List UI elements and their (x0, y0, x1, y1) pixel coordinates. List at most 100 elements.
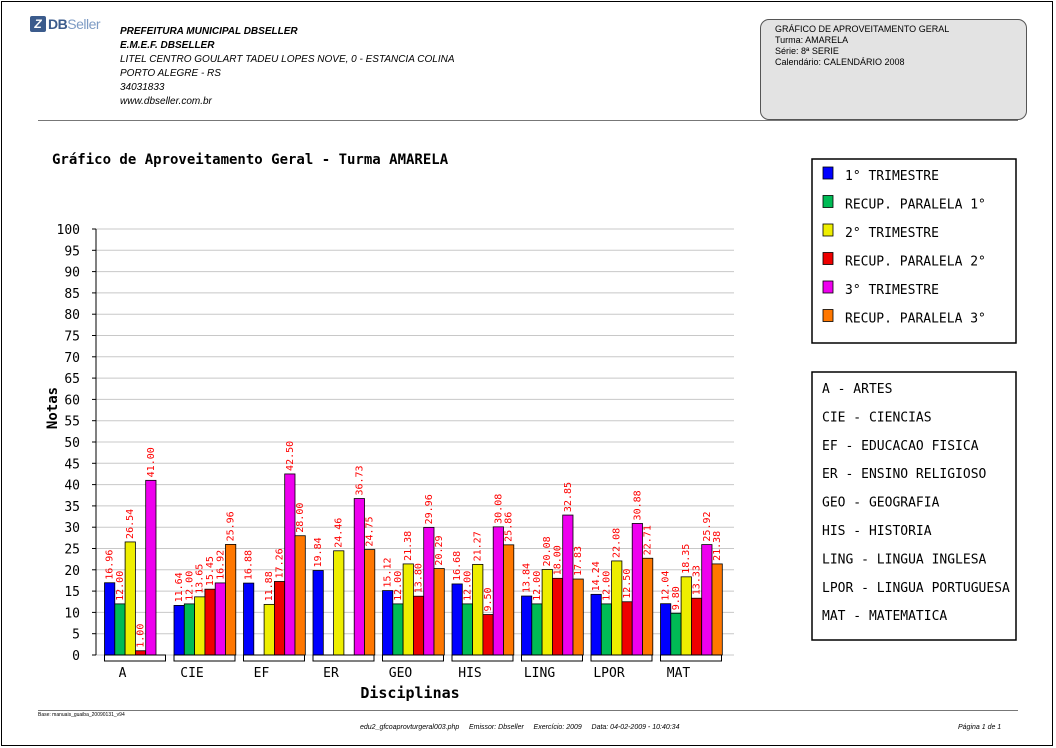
bar-value-label: 21.38 (712, 531, 723, 561)
legend-swatch (822, 195, 834, 208)
y-tick-label: 55 (64, 415, 80, 430)
bar (472, 563, 484, 656)
y-tick-label: 40 (64, 479, 80, 494)
x-axis-label: Disciplinas (360, 684, 459, 702)
bar (572, 578, 584, 656)
y-tick-label: 100 (57, 223, 80, 238)
bar-value-label: 21.27 (473, 531, 484, 561)
category-box (521, 654, 583, 662)
bar-value-label: 9.80 (671, 586, 682, 610)
bar-value-label: 18.35 (681, 544, 692, 574)
bar-value-label: 15.45 (205, 556, 216, 586)
subject-legend-box (811, 371, 1017, 641)
category-box (590, 654, 653, 662)
legend-series-name: RECUP. PARALELA 2° (845, 255, 986, 270)
bar (312, 570, 324, 656)
bar (492, 526, 504, 656)
y-tick-label: 75 (64, 330, 80, 345)
y-tick-label: 65 (64, 372, 80, 387)
bar (621, 601, 633, 656)
legend-swatch (822, 309, 834, 322)
subject-legend: A - ARTES CIE - CIENCIAS EF - EDUCACAO FIS… (811, 371, 1017, 641)
bar-value-label: 11.88 (264, 571, 275, 601)
bar (433, 568, 445, 656)
bar (590, 593, 602, 656)
bar-value-label: 13.65 (195, 564, 206, 594)
bar-value-label: 9.50 (483, 587, 494, 611)
bar (503, 544, 515, 656)
y-tick-label: 15 (64, 585, 80, 600)
y-axis-label: Notas (45, 387, 61, 429)
bar-value-label: 32.85 (563, 482, 574, 512)
header-escola: E.M.E.F. DBSELLER (120, 40, 215, 51)
bar (124, 541, 136, 656)
subject-legend-item: ER - ENSINO RELIGIOSO (822, 467, 987, 482)
bar (541, 569, 553, 656)
subject-legend-item: GEO - GEOGRAFIA (822, 496, 940, 511)
info-turma: Turma: AMARELA (775, 35, 849, 45)
x-tick-label: LING (524, 666, 555, 681)
bar (660, 603, 672, 656)
bar-value-label: 12.00 (393, 571, 404, 601)
logo-mark-icon: Z (30, 16, 46, 32)
info-calendario: Calendário: CALENDÁRIO 2008 (775, 57, 905, 67)
category-box (451, 654, 514, 662)
bar (104, 582, 116, 656)
bar-value-label: 16.92 (215, 550, 226, 580)
bar-value-label: 13.80 (414, 563, 425, 593)
series-legend-box (811, 158, 1017, 344)
bar-value-label: 12.00 (532, 571, 543, 601)
category-box (312, 654, 375, 662)
company-logo: Z DBSeller (30, 14, 101, 34)
info-title: GRÁFICO DE APROVEITAMENTO GERAL (775, 24, 950, 34)
x-tick-label: GEO (389, 666, 413, 681)
x-tick-label: EF (254, 666, 270, 681)
subject-legend-item: HIS - HISTORIA (822, 524, 932, 539)
bar-value-label: 22.08 (612, 528, 623, 558)
bar (333, 550, 345, 656)
legend-swatch (822, 166, 834, 180)
bar (631, 523, 643, 656)
y-tick-label: 35 (64, 500, 80, 515)
bar (284, 473, 296, 656)
bar-value-label: 12.00 (115, 571, 126, 601)
bar (423, 526, 435, 656)
category-box (173, 654, 236, 662)
bar-value-label: 42.50 (285, 441, 296, 471)
bar-value-label: 16.88 (244, 550, 255, 580)
y-tick-label: 90 (64, 266, 80, 281)
y-tick-label: 45 (64, 457, 80, 472)
bar-value-label: 1.00 (136, 624, 147, 648)
x-tick-label: CIE (180, 666, 203, 681)
header-city: PORTO ALEGRE - RS (120, 68, 221, 79)
bar (382, 590, 394, 656)
bar-value-label: 24.75 (365, 516, 376, 546)
y-tick-label: 80 (64, 308, 80, 323)
footer-page: Página 1 de 1 (958, 724, 1002, 731)
info-serie: Série: 8ª SERIE (775, 46, 839, 56)
bar-value-label: 25.86 (504, 512, 515, 542)
y-tick-label: 20 (64, 564, 80, 579)
bar-value-label: 20.29 (434, 535, 445, 565)
bar (364, 549, 376, 656)
bar-value-label: 26.54 (125, 509, 136, 539)
footer-base: Base: manuais_guaiba_20090131_v94 (38, 712, 125, 718)
bar-value-label: 25.92 (702, 511, 713, 541)
subject-legend-item: LPOR - LINGUA PORTUGUESA (822, 581, 1010, 596)
bar (194, 596, 206, 656)
bar (263, 603, 275, 656)
bar (461, 603, 473, 656)
bar-value-label: 14.24 (591, 561, 602, 591)
bar (294, 535, 306, 656)
subject-legend-item: CIE - CIENCIAS (822, 410, 932, 425)
legend-series-name: 2° TRIMESTRE (845, 226, 939, 241)
logo-text: DBSeller (48, 16, 101, 32)
bar (600, 603, 612, 656)
bar-value-label: 12.00 (601, 571, 612, 601)
bar (273, 581, 286, 656)
bar (183, 603, 196, 656)
bar (134, 650, 147, 656)
